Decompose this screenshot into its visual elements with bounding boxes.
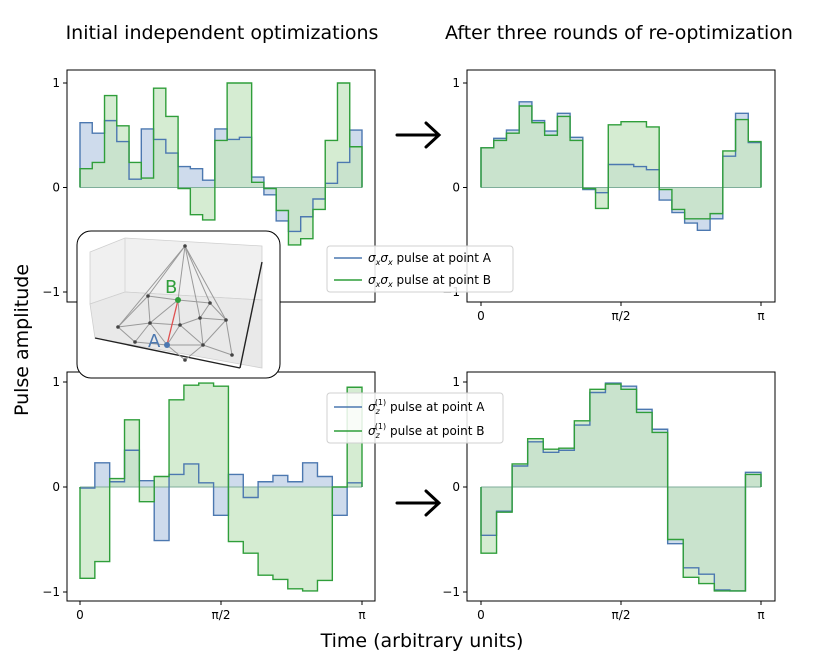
- y-tick-label: 0: [452, 181, 460, 195]
- y-tick-label: −1: [442, 585, 460, 599]
- series-b-fill: [80, 83, 362, 245]
- y-tick-label: −1: [42, 585, 60, 599]
- legend-top: σxσx pulse at point A σxσx pulse at poin…: [326, 245, 514, 293]
- series-b-line: [480, 383, 762, 592]
- series-a-fill: [80, 450, 362, 541]
- right-column-title: After three rounds of re-optimization: [445, 22, 793, 44]
- point-b-marker: [175, 297, 181, 303]
- x-tick-label: π/2: [212, 608, 231, 622]
- x-tick-label: 0: [477, 608, 485, 622]
- x-tick-label: 0: [76, 608, 84, 622]
- legend-entry-a: σxσx pulse at point A: [368, 251, 492, 267]
- point-a-marker: [164, 342, 170, 348]
- series-b-fill: [481, 105, 761, 219]
- left-column-title: Initial independent optimizations: [66, 22, 379, 44]
- series-b-line: [79, 82, 363, 246]
- x-tick-label: π: [757, 608, 764, 622]
- legend-entry-b: σz(1) pulse at point B: [368, 422, 485, 440]
- x-tick-label: π: [358, 608, 365, 622]
- legend-entry-b: σxσx pulse at point B: [368, 273, 491, 289]
- series-b-line: [79, 382, 363, 592]
- y-tick-label: −1: [42, 285, 60, 299]
- panel-bottom-left: 1 0 −1 0 π/2 π: [42, 371, 376, 622]
- x-tick-label: π/2: [612, 608, 631, 622]
- arrow-right-icon: [395, 489, 442, 517]
- x-tick-label: π: [757, 309, 764, 323]
- y-tick-label: 1: [452, 76, 460, 90]
- y-tick-label: 0: [452, 480, 460, 494]
- panel-bottom-right: 1 0 −1 0 π/2 π: [442, 371, 776, 622]
- point-b-label: B: [165, 277, 177, 298]
- x-axis-label: Time (arbitrary units): [320, 630, 524, 652]
- y-tick-label: 0: [52, 480, 60, 494]
- legend-bottom: σz(1) pulse at point A σz(1) pulse at po…: [326, 392, 504, 444]
- y-axis-label: Pulse amplitude: [11, 264, 33, 416]
- x-tick-label: π/2: [612, 309, 631, 323]
- point-a-label: A: [148, 331, 161, 352]
- x-tick-label: 0: [477, 309, 485, 323]
- y-tick-label: 0: [52, 181, 60, 195]
- inset-lattice: B A: [76, 230, 281, 379]
- y-tick-label: 1: [52, 375, 60, 389]
- y-tick-label: 1: [52, 76, 60, 90]
- series-a-line: [79, 119, 363, 233]
- arrow-right-icon: [395, 121, 442, 149]
- y-tick-label: 1: [452, 375, 460, 389]
- series-a-line: [480, 101, 762, 232]
- legend-entry-a: σz(1) pulse at point A: [368, 398, 485, 416]
- panel-top-left: 1 0 −1: [42, 69, 376, 303]
- series-b-line: [480, 105, 762, 220]
- series-b-fill: [481, 384, 761, 591]
